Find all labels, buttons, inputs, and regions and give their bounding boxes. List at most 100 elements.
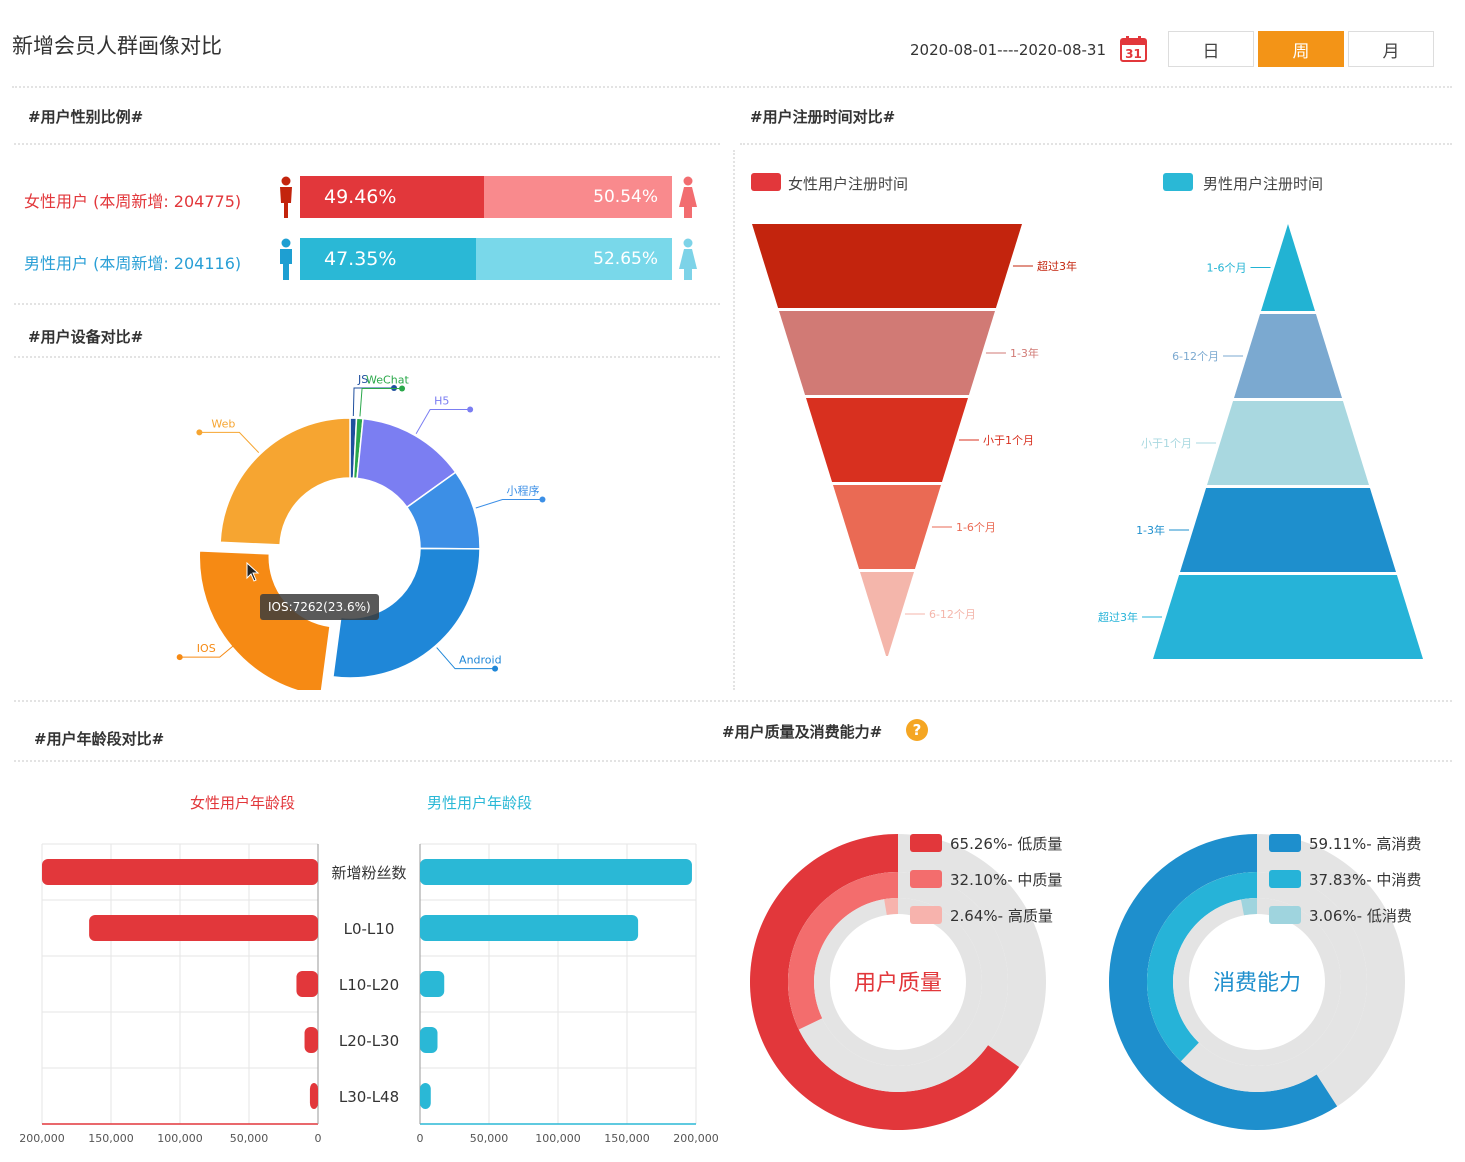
age-left-tick: 200,000 <box>19 1132 65 1145</box>
quality-donut-title: 消费能力 <box>1213 971 1301 996</box>
quality-legend-swatch <box>1269 906 1301 924</box>
female-funnel-label: 超过3年 <box>1037 259 1077 273</box>
device-label: IOS <box>197 642 216 655</box>
age-category-label: L0-L10 <box>344 920 395 938</box>
male-left-pct: 47.35% <box>324 248 397 270</box>
register-funnel-chart: 超过3年1-3年小于1个月1-6个月6-12个月1-6个月6-12个月小于1个月… <box>752 224 1423 659</box>
device-leader-dot <box>196 429 203 436</box>
divider <box>14 303 720 305</box>
device-slice-android <box>332 547 481 679</box>
quality-ring-value <box>884 898 898 915</box>
legend-swatch-female[interactable] <box>751 173 781 191</box>
age-left-tick: 0 <box>315 1132 322 1145</box>
female-funnel-layer <box>779 311 995 395</box>
quality-ring-value <box>1109 834 1338 1130</box>
male-ratio-bar: 47.35% 52.65% <box>300 238 672 280</box>
female-funnel-label: 6-12个月 <box>929 608 976 621</box>
divider <box>14 700 1452 702</box>
female-funnel-layer <box>860 572 914 656</box>
female-icon <box>276 176 296 224</box>
female-right-pct: 50.54% <box>593 187 658 207</box>
device-leader-line <box>475 499 543 509</box>
device-label: Web <box>211 417 235 430</box>
device-leader-dot <box>539 496 546 503</box>
section-title-quality: #用户质量及消费能力# <box>722 723 883 741</box>
male-funnel-label: 1-3年 <box>1136 523 1165 537</box>
female-funnel-layer <box>752 224 1022 308</box>
legend-label-male[interactable]: 男性用户注册时间 <box>1203 175 1324 193</box>
age-category-label: L20-L30 <box>339 1032 399 1050</box>
male-funnel-layer <box>1261 224 1315 311</box>
male-funnel-label: 超过3年 <box>1098 610 1138 624</box>
age-male-bar <box>420 971 445 997</box>
quality-legend-swatch <box>910 870 942 888</box>
legend-label-female[interactable]: 女性用户注册时间 <box>788 175 909 193</box>
help-icon[interactable]: ? <box>906 719 928 741</box>
quality-legend-swatch <box>1269 834 1301 852</box>
female-label: 女性用户 (本周新增: 204775) <box>24 192 242 211</box>
male-icon <box>276 238 296 286</box>
device-leader-line <box>199 431 260 453</box>
male-bar-left: 47.35% <box>300 238 477 280</box>
age-bar-chart: 200,000 0 150,000 50,000 100,000 100,000 50,00… <box>19 843 719 1145</box>
age-female-title: 女性用户年龄段 <box>190 794 296 812</box>
device-leader-dot <box>492 665 499 672</box>
device-leader-line <box>436 647 496 670</box>
male-funnel-label: 小于1个月 <box>1141 437 1192 450</box>
female-funnel-label: 小于1个月 <box>983 434 1034 447</box>
calendar-icon[interactable]: 31 <box>1120 35 1147 62</box>
age-male-bar <box>420 915 639 941</box>
female-dress-icon <box>678 176 698 224</box>
section-title-register: #用户注册时间对比# <box>750 108 896 126</box>
age-right-tick: 0 <box>417 1132 424 1145</box>
device-label: Android <box>459 654 502 667</box>
device-leader-dot <box>467 406 474 413</box>
male-funnel-layer <box>1207 401 1369 485</box>
device-slice-web <box>219 417 351 546</box>
quality-legend-label: 32.10%- 中质量 <box>950 871 1062 889</box>
divider <box>14 143 720 145</box>
quality-ring-value <box>788 872 898 1030</box>
male-funnel-layer <box>1180 488 1396 572</box>
device-tooltip: IOS:7262(23.6%) <box>260 594 379 620</box>
age-category-label: 新增粉丝数 <box>331 864 406 882</box>
age-female-bar <box>296 971 318 997</box>
age-male-bar <box>420 1027 438 1053</box>
male-bar-right: 52.65% <box>476 238 672 280</box>
age-left-tick: 100,000 <box>157 1132 203 1145</box>
female-left-pct: 49.46% <box>324 186 397 208</box>
age-right-tick: 200,000 <box>673 1132 719 1145</box>
device-label: JS <box>357 373 368 386</box>
section-title-device: #用户设备对比# <box>28 328 144 346</box>
calendar-day: 31 <box>1125 47 1142 61</box>
age-female-bar <box>304 1027 318 1053</box>
device-leader-line <box>415 409 471 435</box>
vertical-divider <box>733 150 735 690</box>
age-right-tick: 150,000 <box>604 1132 650 1145</box>
quality-legend-label: 37.83%- 中消费 <box>1309 871 1421 889</box>
male-right-pct: 52.65% <box>593 249 658 269</box>
tab-month[interactable]: 月 <box>1348 31 1434 67</box>
male-label: 男性用户 (本周新增: 204116) <box>24 254 242 273</box>
male-funnel-layer <box>1153 575 1423 659</box>
period-tabs: 日 周 月 <box>1168 31 1438 67</box>
age-left-tick: 150,000 <box>88 1132 134 1145</box>
legend-swatch-male[interactable] <box>1163 173 1193 191</box>
quality-legend-label: 59.11%- 高消费 <box>1309 835 1421 853</box>
age-right-tick: 100,000 <box>535 1132 581 1145</box>
device-label: H5 <box>434 395 449 408</box>
male-funnel-label: 1-6个月 <box>1207 262 1247 275</box>
female-funnel-layer <box>833 485 941 569</box>
tab-day[interactable]: 日 <box>1168 31 1254 67</box>
divider <box>14 356 720 358</box>
device-label: 小程序 <box>506 484 539 498</box>
date-range[interactable]: 2020-08-01----2020-08-31 <box>910 41 1106 59</box>
tab-week[interactable]: 周 <box>1258 31 1344 67</box>
quality-legend-swatch <box>910 834 942 852</box>
device-leader-dot <box>399 385 406 392</box>
quality-donut-title: 用户质量 <box>854 971 942 996</box>
section-title-age: #用户年龄段对比# <box>34 730 165 748</box>
female-funnel-label: 1-6个月 <box>956 521 996 534</box>
